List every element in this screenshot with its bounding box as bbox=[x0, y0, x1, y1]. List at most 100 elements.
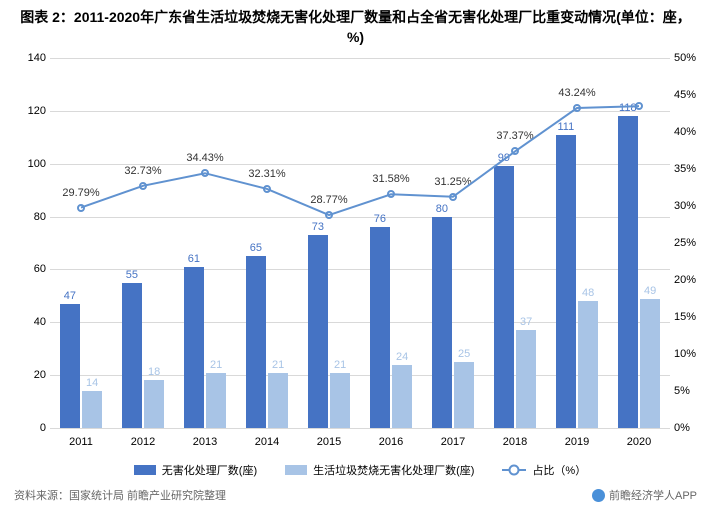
legend-swatch bbox=[134, 465, 156, 475]
line-value-label: 32.31% bbox=[248, 168, 285, 180]
bar-secondary bbox=[640, 299, 660, 429]
x-tick: 2017 bbox=[441, 436, 465, 448]
y-right-tick: 35% bbox=[674, 163, 704, 175]
bar-primary bbox=[370, 227, 390, 428]
line-value-label: 29.79% bbox=[62, 187, 99, 199]
y-left-tick: 20 bbox=[20, 369, 46, 381]
legend-label: 无害化处理厂数(座) bbox=[162, 462, 257, 478]
chart-title: 图表 2：2011-2020年广东省生活垃圾焚烧无害化处理厂数量和占全省无害化处… bbox=[0, 0, 711, 51]
line-marker bbox=[139, 182, 147, 190]
x-tick: 2015 bbox=[317, 436, 341, 448]
y-right-tick: 0% bbox=[674, 422, 704, 434]
y-left-tick: 0 bbox=[20, 422, 46, 434]
source-footer: 资料来源：国家统计局 前瞻产业研究院整理 bbox=[14, 487, 226, 503]
legend-swatch bbox=[285, 465, 307, 475]
y-left-tick: 60 bbox=[20, 263, 46, 275]
legend-label: 占比（%） bbox=[532, 462, 586, 478]
bar-primary bbox=[184, 267, 204, 428]
line-marker bbox=[387, 190, 395, 198]
line-value-label: 34.43% bbox=[186, 152, 223, 164]
bar-primary bbox=[122, 283, 142, 428]
bar-secondary-label: 18 bbox=[148, 366, 160, 378]
bar-secondary bbox=[392, 365, 412, 428]
legend-label: 生活垃圾焚烧无害化处理厂数(座) bbox=[313, 462, 474, 478]
bar-secondary-label: 21 bbox=[210, 359, 222, 371]
gridline bbox=[50, 58, 670, 59]
gridline bbox=[50, 375, 670, 376]
bar-primary bbox=[246, 256, 266, 428]
bar-secondary-label: 37 bbox=[520, 316, 532, 328]
bar-secondary bbox=[330, 373, 350, 429]
x-tick: 2018 bbox=[503, 436, 527, 448]
bar-primary-label: 118 bbox=[619, 102, 637, 114]
bar-secondary-label: 14 bbox=[86, 377, 98, 389]
bar-secondary bbox=[144, 380, 164, 428]
line-value-label: 31.25% bbox=[434, 176, 471, 188]
y-left-tick: 80 bbox=[20, 211, 46, 223]
legend-item: 生活垃圾焚烧无害化处理厂数(座) bbox=[285, 462, 474, 478]
y-right-tick: 5% bbox=[674, 385, 704, 397]
x-tick: 2011 bbox=[69, 436, 93, 448]
bar-secondary-label: 48 bbox=[582, 287, 594, 299]
bar-secondary bbox=[206, 373, 226, 429]
line-value-label: 43.24% bbox=[558, 87, 595, 99]
brand-text: 前瞻经济学人APP bbox=[609, 487, 697, 503]
bar-primary bbox=[618, 116, 638, 428]
bar-primary-label: 47 bbox=[64, 290, 76, 302]
bar-secondary bbox=[268, 373, 288, 429]
y-right-tick: 15% bbox=[674, 311, 704, 323]
bar-primary bbox=[556, 135, 576, 428]
line-value-label: 37.37% bbox=[496, 131, 533, 143]
bar-primary bbox=[60, 304, 80, 428]
chart-area: 0204060801001201400%5%10%15%20%25%30%35%… bbox=[50, 58, 670, 428]
line-marker bbox=[325, 211, 333, 219]
bar-secondary-label: 25 bbox=[458, 348, 470, 360]
legend: 无害化处理厂数(座) 生活垃圾焚烧无害化处理厂数(座) 占比（%） bbox=[50, 462, 670, 478]
y-right-tick: 40% bbox=[674, 126, 704, 138]
gridline bbox=[50, 269, 670, 270]
brand-icon bbox=[592, 489, 605, 502]
y-right-tick: 30% bbox=[674, 200, 704, 212]
x-tick: 2020 bbox=[627, 436, 651, 448]
x-tick: 2014 bbox=[255, 436, 279, 448]
legend-item: 无害化处理厂数(座) bbox=[134, 462, 257, 478]
y-right-tick: 50% bbox=[674, 52, 704, 64]
bar-primary-label: 65 bbox=[250, 242, 262, 254]
bar-secondary-label: 21 bbox=[272, 359, 284, 371]
line-value-label: 31.58% bbox=[372, 173, 409, 185]
gridline bbox=[50, 217, 670, 218]
line-marker bbox=[635, 102, 643, 110]
x-tick: 2012 bbox=[131, 436, 155, 448]
bar-secondary-label: 24 bbox=[396, 351, 408, 363]
y-right-tick: 45% bbox=[674, 89, 704, 101]
gridline bbox=[50, 428, 670, 429]
x-tick: 2019 bbox=[565, 436, 589, 448]
line-marker bbox=[77, 204, 85, 212]
bar-primary-label: 73 bbox=[312, 221, 324, 233]
line-marker bbox=[263, 185, 271, 193]
x-tick: 2016 bbox=[379, 436, 403, 448]
bar-primary-label: 80 bbox=[436, 203, 448, 215]
bar-primary bbox=[432, 217, 452, 428]
line-value-label: 32.73% bbox=[124, 165, 161, 177]
bar-primary-label: 61 bbox=[188, 253, 200, 265]
y-right-tick: 25% bbox=[674, 237, 704, 249]
plot-region: 0204060801001201400%5%10%15%20%25%30%35%… bbox=[50, 58, 670, 428]
y-left-tick: 120 bbox=[20, 105, 46, 117]
bar-primary bbox=[494, 166, 514, 428]
y-right-tick: 20% bbox=[674, 274, 704, 286]
line-marker bbox=[573, 104, 581, 112]
bar-primary-label: 99 bbox=[498, 152, 510, 164]
legend-swatch bbox=[502, 469, 526, 471]
bar-primary-label: 55 bbox=[126, 269, 138, 281]
y-left-tick: 40 bbox=[20, 316, 46, 328]
bar-secondary bbox=[82, 391, 102, 428]
bar-secondary-label: 21 bbox=[334, 359, 346, 371]
line-value-label: 28.77% bbox=[310, 194, 347, 206]
bar-secondary bbox=[516, 330, 536, 428]
x-tick: 2013 bbox=[193, 436, 217, 448]
brand-watermark: 前瞻经济学人APP bbox=[592, 487, 697, 503]
line-marker bbox=[201, 169, 209, 177]
bar-primary bbox=[308, 235, 328, 428]
legend-item: 占比（%） bbox=[502, 462, 586, 478]
